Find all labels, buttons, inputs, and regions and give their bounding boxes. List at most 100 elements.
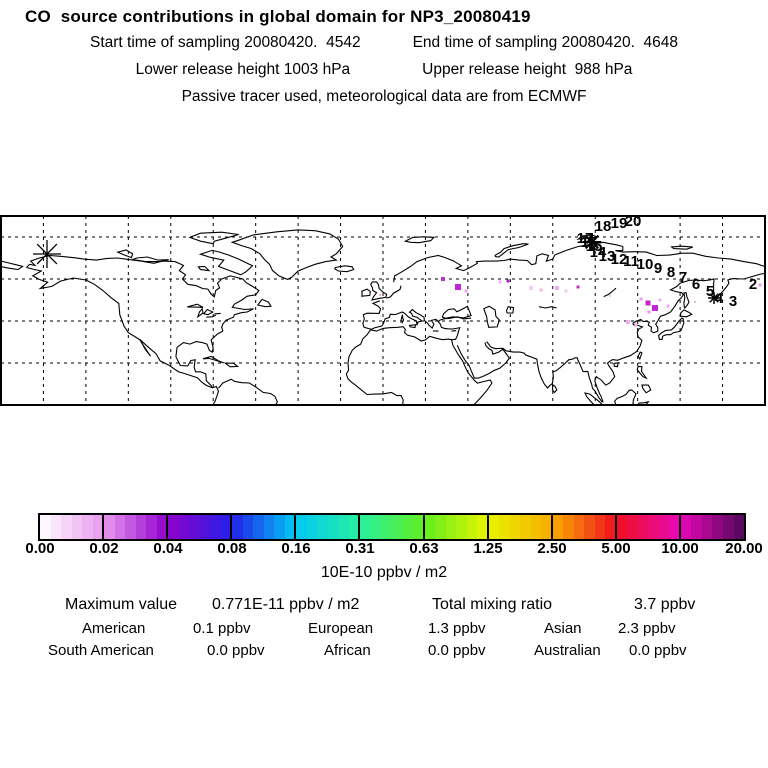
trajectory-day-16: 16 — [581, 234, 598, 251]
colorbar-cell — [456, 515, 467, 539]
colorbar-cell — [614, 515, 628, 539]
colorbar-cell — [230, 515, 243, 539]
trajectory-day-5: 5 — [706, 283, 714, 300]
colorbar-tick-label: 0.00 — [25, 540, 55, 557]
colorbar-cell — [71, 515, 83, 539]
colorbar-cell — [422, 515, 436, 539]
colorbar-cell — [678, 515, 692, 539]
trajectory-day-2: 2 — [749, 276, 757, 293]
colorbar-cell — [466, 515, 478, 539]
trajectory-day-19: 19 — [611, 215, 628, 232]
colorbar-cell — [178, 515, 190, 539]
colorbar-cell — [712, 515, 723, 539]
colorbar-cell — [220, 515, 232, 539]
colorbar-cell — [40, 515, 51, 539]
colorbar-cell — [648, 515, 659, 539]
colorbar-cell — [82, 515, 93, 539]
subtitle-tracer-info: Passive tracer used, meteorological data… — [0, 88, 768, 106]
source-contribution-pixels — [379, 277, 762, 327]
colorbar-cell — [189, 515, 200, 539]
colorbar-cell — [294, 515, 307, 539]
receptor-star-marker — [33, 240, 61, 268]
colorbar-cell — [509, 515, 521, 539]
colorbar-tick-label: 2.50 — [537, 540, 567, 557]
region-australian-value: 0.0 ppbv — [629, 642, 687, 659]
colorbar-cell — [701, 515, 713, 539]
colorbar-cell — [358, 515, 371, 539]
colorbar-cell — [486, 515, 500, 539]
trajectory-day-4: 4 — [715, 290, 724, 307]
tracer-info-text: Passive tracer used, meteorological data… — [181, 88, 587, 105]
colorbar-cell — [274, 515, 285, 539]
colorbar-cell — [627, 515, 638, 539]
colorbar-cell — [242, 515, 254, 539]
upper-release-text: Upper release height 988 hPa — [422, 61, 633, 78]
colorbar-cell — [605, 515, 616, 539]
colorbar-cell — [317, 515, 328, 539]
colorbar-cell — [370, 515, 382, 539]
colorbar-cell — [263, 515, 275, 539]
colorbar-cell — [102, 515, 115, 539]
graticule — [1, 216, 765, 405]
trajectory-day-20: 20 — [625, 215, 642, 230]
trajectory-day-18: 18 — [595, 218, 612, 235]
colorbar-cell — [114, 515, 126, 539]
colorbar-cell — [199, 515, 211, 539]
colorbar-cell — [306, 515, 318, 539]
colorbar-cell — [733, 515, 745, 539]
colorbar-cell — [637, 515, 649, 539]
trajectory-day-13: 13 — [599, 248, 616, 265]
colorbar-cell — [530, 515, 542, 539]
end-time-text: End time of sampling 20080420. 4648 — [412, 34, 678, 51]
page-title: CO source contributions in global domain… — [25, 7, 531, 26]
colorbar-tick-label: 0.31 — [345, 540, 375, 557]
colorbar-cell — [61, 515, 72, 539]
colorbar-cell — [584, 515, 595, 539]
colorbar-tick-label: 10.00 — [661, 540, 699, 557]
colorbar-cell — [338, 515, 349, 539]
colorbar-tick-label: 0.02 — [89, 540, 119, 557]
trajectory-day-6: 6 — [692, 276, 700, 293]
colorbar-cell — [445, 515, 457, 539]
colorbar-cell — [563, 515, 574, 539]
subtitle-sampling-times: Start time of sampling 20080420. 4542 En… — [0, 34, 768, 52]
colorbar-cell — [92, 515, 104, 539]
colorbar-cell — [658, 515, 670, 539]
trajectory-day-11: 11 — [623, 253, 639, 270]
colorbar-cell — [669, 515, 680, 539]
colorbar — [38, 513, 746, 541]
colorbar-cell — [499, 515, 510, 539]
trajectory-day-12: 12 — [611, 251, 628, 268]
colorbar-tick-label: 1.25 — [473, 540, 503, 557]
colorbar-cell — [210, 515, 221, 539]
colorbar-cell — [135, 515, 147, 539]
colorbar-cell — [541, 515, 552, 539]
start-time-text: Start time of sampling 20080420. 4542 — [90, 34, 361, 51]
colorbar-tick-label: 20.00 — [725, 540, 763, 557]
trajectory-day-10: 10 — [637, 256, 654, 273]
colorbar-cell — [594, 515, 606, 539]
colorbar-cell — [723, 515, 734, 539]
trajectory-day-9: 9 — [654, 260, 662, 277]
trajectory-day-3: 3 — [729, 293, 737, 310]
colorbar-cell — [253, 515, 264, 539]
colorbar-cell — [520, 515, 531, 539]
colorbar-cell — [166, 515, 179, 539]
colorbar-cell — [284, 515, 296, 539]
region-asian-value: 2.3 ppbv — [618, 620, 676, 637]
max-value: 0.771E-11 ppbv / m2 — [212, 596, 360, 613]
region-european-label: European — [308, 620, 374, 637]
coastlines — [0, 229, 766, 406]
region-european-value: 1.3 ppbv — [428, 620, 486, 637]
colorbar-cell — [402, 515, 414, 539]
subtitle-release-heights: Lower release height 1003 hPa Upper rele… — [0, 61, 768, 79]
colorbar-cell — [413, 515, 424, 539]
colorbar-cell — [50, 515, 62, 539]
colorbar-tick-label: 0.08 — [217, 540, 247, 557]
total-mixing-value: 3.7 ppbv — [634, 596, 696, 613]
colorbar-cell — [477, 515, 488, 539]
colorbar-cell — [691, 515, 702, 539]
total-mixing-label: Total mixing ratio — [432, 596, 553, 613]
